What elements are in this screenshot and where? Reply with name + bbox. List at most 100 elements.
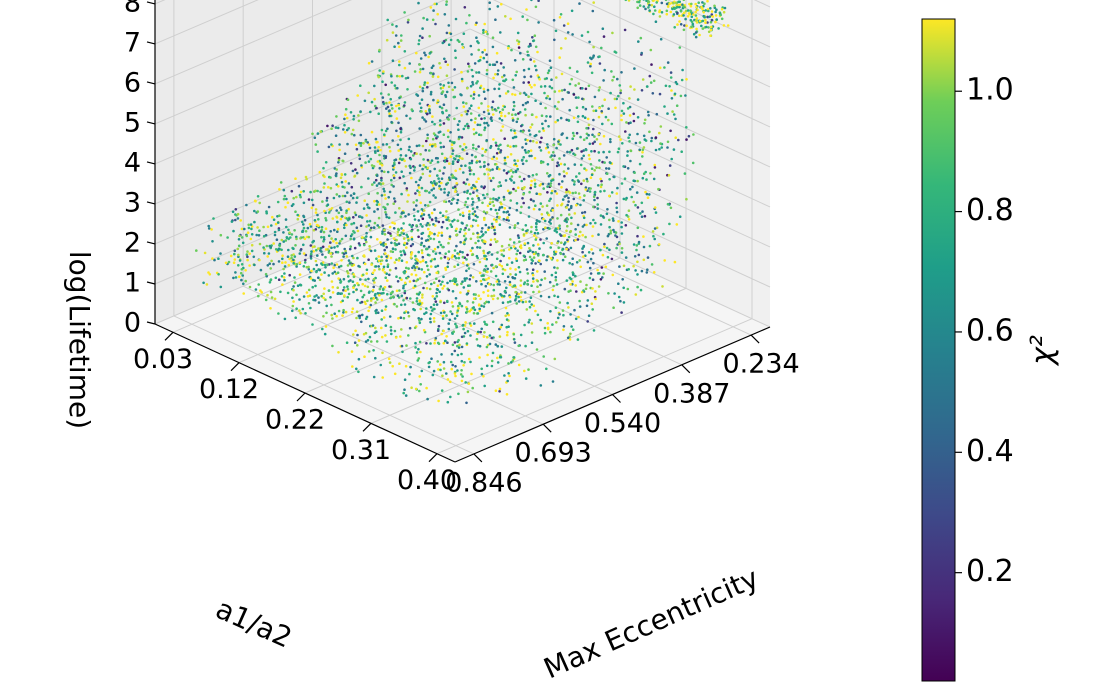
scatter-point — [539, 149, 543, 152]
scatter-point — [618, 265, 621, 268]
scatter-point — [673, 92, 677, 96]
scatter-point — [504, 92, 508, 95]
scatter-point — [587, 153, 591, 157]
scatter-point — [397, 103, 401, 107]
scatter-point — [370, 263, 373, 266]
scatter-point — [648, 130, 651, 134]
scatter-point — [417, 235, 420, 239]
scatter-point — [619, 89, 623, 92]
scatter-point — [402, 286, 405, 290]
scatter-point — [501, 108, 505, 111]
scatter-point — [477, 106, 481, 110]
scatter-point — [492, 218, 496, 221]
scatter-point — [477, 303, 481, 306]
scatter-point — [435, 287, 439, 291]
scatter-point — [620, 118, 623, 122]
scatter-point — [672, 1, 675, 5]
scatter-point — [549, 197, 552, 201]
scatter-point — [483, 384, 487, 388]
scatter-point — [295, 293, 298, 297]
scatter-point — [571, 257, 574, 261]
scatter-point — [575, 106, 579, 109]
scatter-point — [428, 317, 432, 321]
scatter-point — [655, 226, 659, 230]
scatter-point — [538, 146, 541, 149]
scatter-point — [542, 217, 545, 221]
scatter-point — [537, 21, 540, 24]
scatter-point — [629, 85, 632, 88]
scatter-point — [405, 296, 409, 300]
scatter-point — [500, 264, 504, 268]
scatter-point — [447, 288, 451, 292]
scatter-point — [334, 134, 338, 137]
scatter-point — [443, 39, 446, 43]
scatter-point — [594, 109, 598, 112]
scatter-point — [482, 28, 485, 32]
scatter-point — [633, 67, 636, 70]
scatter-point — [498, 387, 502, 391]
scatter-point — [377, 75, 381, 79]
scatter-point — [554, 306, 558, 310]
scatter-point — [670, 97, 674, 100]
scatter-point — [625, 196, 628, 200]
scatter-point — [638, 141, 642, 144]
scatter-point — [424, 239, 428, 242]
scatter-point — [601, 104, 604, 108]
scatter-point — [381, 232, 384, 235]
scatter-point — [395, 305, 399, 308]
scatter-point — [342, 255, 345, 258]
scatter-point — [491, 45, 495, 49]
scatter-point — [437, 368, 440, 371]
scatter-point — [527, 54, 530, 57]
scatter-point — [517, 295, 520, 299]
scatter-point — [320, 294, 324, 298]
scatter-point — [615, 246, 618, 250]
scatter-point — [439, 283, 443, 286]
scatter-point — [549, 246, 552, 249]
scatter-point — [644, 190, 647, 194]
scatter-point — [269, 267, 273, 270]
scatter-point — [373, 210, 376, 213]
scatter-point — [638, 0, 642, 1]
scatter-point — [616, 186, 619, 190]
scatter-point — [313, 190, 316, 193]
scatter-point — [446, 63, 450, 67]
scatter-point — [608, 150, 611, 154]
scatter-point — [519, 333, 523, 337]
scatter-point — [282, 267, 285, 271]
y-tick-label: 0.234 — [722, 349, 799, 380]
scatter-point — [422, 213, 426, 216]
scatter-point — [526, 241, 530, 245]
scatter-point — [243, 227, 246, 231]
scatter-point — [285, 236, 289, 239]
scatter-point — [301, 230, 305, 233]
scatter-point — [553, 90, 557, 93]
scatter-point — [538, 247, 541, 250]
scatter-point — [542, 228, 545, 231]
scatter-point — [496, 240, 499, 243]
scatter-point — [432, 223, 435, 226]
scatter-point — [506, 210, 510, 213]
scatter-point — [634, 293, 638, 296]
scatter-point — [674, 1, 678, 5]
scatter-point — [433, 232, 436, 236]
scatter-point — [298, 261, 302, 265]
scatter-point — [586, 180, 589, 183]
scatter-point — [380, 169, 384, 173]
scatter-point — [258, 258, 261, 262]
scatter-point — [226, 236, 229, 239]
scatter-point — [670, 157, 673, 161]
scatter-point — [475, 180, 478, 184]
scatter-point — [483, 126, 487, 129]
scatter-point — [373, 104, 377, 108]
scatter-point — [428, 223, 431, 227]
scatter-point — [620, 311, 623, 314]
scatter-point — [475, 36, 478, 39]
scatter-point — [595, 138, 599, 141]
scatter-point — [414, 341, 417, 345]
scatter-point — [207, 227, 211, 230]
scatter-point — [492, 176, 495, 180]
scatter-point — [290, 204, 294, 208]
scatter-point — [416, 262, 419, 265]
scatter-point — [374, 137, 378, 141]
